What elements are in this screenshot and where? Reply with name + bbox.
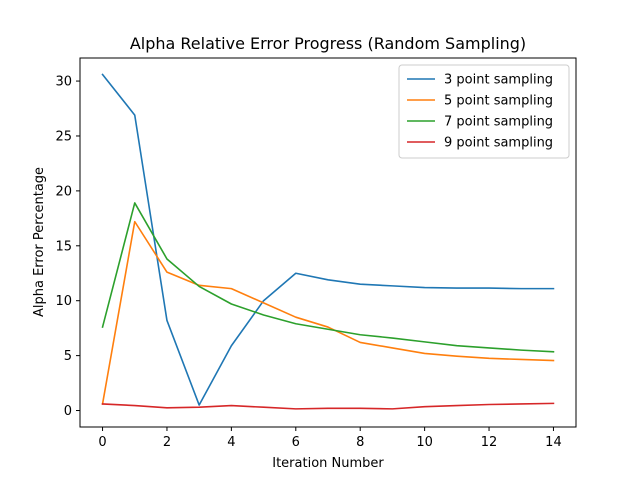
x-tick-label: 4 bbox=[227, 435, 235, 450]
plot-area bbox=[101, 73, 555, 410]
x-tick-label: 10 bbox=[416, 435, 433, 450]
y-tick-label: 10 bbox=[55, 294, 72, 309]
y-axis: 0 5 10 15 20 25 30 bbox=[55, 75, 80, 419]
y-tick-label: 5 bbox=[64, 349, 72, 364]
series-line-3 bbox=[101, 202, 555, 353]
legend-entry: 3 point sampling bbox=[444, 73, 553, 88]
x-tick-label: 8 bbox=[356, 435, 364, 450]
y-tick-label: 30 bbox=[55, 75, 72, 90]
x-tick-label: 14 bbox=[545, 435, 562, 450]
chart-title: Alpha Relative Error Progress (Random Sa… bbox=[130, 34, 526, 53]
series-line-1 bbox=[101, 73, 555, 406]
y-tick-label: 15 bbox=[55, 239, 72, 254]
legend-box bbox=[398, 64, 570, 159]
legend-entry: 9 point sampling bbox=[444, 136, 553, 151]
legend-entry: 5 point sampling bbox=[444, 94, 553, 109]
y-tick-label: 0 bbox=[64, 404, 72, 419]
plot-frame bbox=[79, 57, 577, 428]
x-tick-label: 0 bbox=[98, 435, 106, 450]
x-tick-label: 2 bbox=[163, 435, 171, 450]
y-tick-label: 25 bbox=[55, 129, 72, 144]
x-tick-label: 12 bbox=[481, 435, 498, 450]
series-line-2 bbox=[101, 220, 555, 405]
y-tick-label: 20 bbox=[55, 184, 72, 199]
x-tick-label: 6 bbox=[292, 435, 300, 450]
y-axis-label: Alpha Error Percentage bbox=[32, 167, 47, 317]
x-axis-label: Iteration Number bbox=[272, 456, 384, 471]
legend: 3 point sampling 5 point sampling 7 point … bbox=[398, 64, 570, 159]
legend-entry: 7 point sampling bbox=[444, 115, 553, 130]
x-axis: 0 2 4 6 8 10 12 14 bbox=[98, 427, 562, 450]
series-line-4 bbox=[101, 402, 555, 410]
